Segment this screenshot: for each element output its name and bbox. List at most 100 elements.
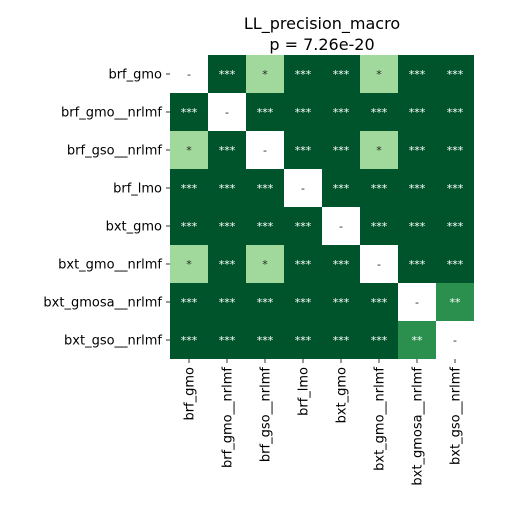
cell-annotation: *** [447,144,464,157]
cell-annotation: *** [219,296,236,309]
heatmap-cell [246,207,284,245]
heatmap-cell [208,207,246,245]
heatmap-cell [322,93,360,131]
heatmap-cells: - *** * *** *** * *** ****** - *** *** *** *** *** ***… [170,55,474,359]
cell-annotation: *** [333,334,350,347]
cell-annotation: - [415,296,419,309]
heatmap-cell [360,283,398,321]
cell-annotation: *** [295,106,312,119]
cell-annotation: *** [333,144,350,157]
heatmap-cell [208,245,246,283]
cell-annotation: ** [412,334,424,347]
heatmap-cell [398,169,436,207]
cell-annotation: *** [257,220,274,233]
cell-annotation: *** [257,334,274,347]
heatmap-cell [284,245,322,283]
column-tick-label: brf_gmo__nrlmf [221,367,236,468]
row-tick-label: brf_gso__nrlmf [67,144,163,159]
heatmap-cell [360,207,398,245]
column-tick-label: bxt_gso__nrlmf [449,367,464,465]
heatmap-cell [246,169,284,207]
cell-annotation: *** [257,296,274,309]
heatmap-cell [208,321,246,359]
heatmap-cell [322,169,360,207]
cell-annotation: *** [295,296,312,309]
row-tick-label: bxt_gmosa__nrlmf [43,296,162,311]
cell-annotation: *** [409,258,426,271]
heatmap-cell [208,169,246,207]
cell-annotation: ** [450,296,462,309]
heatmap-cell [284,207,322,245]
cell-annotation: * [186,258,192,271]
heatmap-cell [284,321,322,359]
cell-annotation: *** [219,220,236,233]
row-tick-labels: brf_gmo brf_gmo__nrlmf brf_gso__nrlmf brf_l… [43,68,170,349]
heatmap-cell [284,55,322,93]
column-tick-label: brf_lmo [297,367,312,416]
cell-annotation: *** [257,182,274,195]
cell-annotation: *** [181,106,198,119]
heatmap-cell [436,245,474,283]
heatmap-cell [436,131,474,169]
row-tick-label: brf_gmo__nrlmf [61,106,162,121]
cell-annotation: - [339,220,343,233]
cell-annotation: *** [409,106,426,119]
heatmap-cell [436,283,474,321]
heatmap-cell [322,283,360,321]
heatmap-cell [360,245,398,283]
column-tick-label: bxt_gmo__nrlmf [373,367,388,471]
column-tick-labels: brf_gmo brf_gmo__nrlmf brf_gso__nrlmf brf_l… [183,359,464,486]
heatmap-cell [360,131,398,169]
cell-annotation: *** [219,144,236,157]
heatmap-cell [436,321,474,359]
cell-annotation: *** [409,220,426,233]
cell-annotation: *** [333,296,350,309]
column-tick-label: bxt_gmosa__nrlmf [411,367,426,486]
cell-annotation: *** [295,220,312,233]
heatmap-cell [284,169,322,207]
heatmap-cell [322,131,360,169]
cell-annotation: *** [371,106,388,119]
cell-annotation: *** [219,68,236,81]
cell-annotation: *** [219,182,236,195]
heatmap-cell [322,245,360,283]
heatmap-cell [398,207,436,245]
heatmap-cell [360,93,398,131]
heatmap-cell [436,169,474,207]
cell-annotation: * [262,258,268,271]
heatmap-cell [208,55,246,93]
cell-annotation: *** [181,296,198,309]
cell-annotation: *** [181,334,198,347]
heatmap-cell [360,321,398,359]
cell-annotation: *** [447,182,464,195]
heatmap-cell [322,55,360,93]
row-tick-label: brf_lmo [113,182,162,197]
cell-annotation: *** [333,106,350,119]
cell-annotation: *** [295,258,312,271]
cell-annotation: *** [333,258,350,271]
heatmap-cell [398,283,436,321]
heatmap-cell [360,169,398,207]
heatmap-cell [170,283,208,321]
cell-annotation: *** [447,258,464,271]
cell-annotation: * [376,68,382,81]
cell-annotation: - [263,144,267,157]
cell-annotation: *** [257,106,274,119]
heatmap-cell [360,55,398,93]
cell-annotation: *** [447,106,464,119]
cell-annotation: *** [409,68,426,81]
heatmap-cell [322,207,360,245]
heatmap-cell [436,207,474,245]
cell-annotation: *** [333,68,350,81]
cell-annotation: - [301,182,305,195]
cell-annotation: - [453,334,457,347]
cell-annotation: *** [295,68,312,81]
cell-annotation: *** [371,296,388,309]
cell-annotation: * [376,144,382,157]
chart-title: LL_precision_macro [244,14,400,34]
cell-annotation: *** [295,334,312,347]
heatmap-cell [246,321,284,359]
cell-annotation: *** [181,220,198,233]
cell-annotation: * [262,68,268,81]
cell-annotation: *** [371,182,388,195]
